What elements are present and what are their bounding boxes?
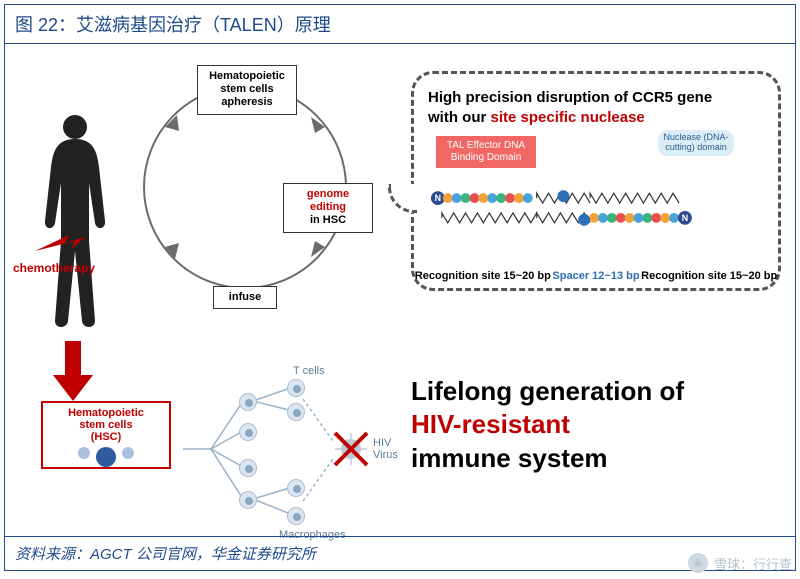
recognition-left: Recognition site 15~20 bp xyxy=(415,270,551,282)
chemo-label: chemotherapy xyxy=(13,261,95,275)
cell-icon xyxy=(239,423,257,441)
cell-icon xyxy=(287,379,305,397)
tcells-label: T cells xyxy=(293,365,325,377)
process-cycle: Hematopoieticstem cellsapheresis genome … xyxy=(125,67,365,307)
chemo-arrow-icon xyxy=(35,231,85,262)
hsc-box: Hematopoietic stem cells (HSC) xyxy=(41,401,171,469)
watermark-text: 雪球：行行查 xyxy=(714,554,792,573)
cycle-node-right-red: genome editing xyxy=(307,188,349,213)
watermark-icon: ❀ xyxy=(688,553,708,573)
callout-title-l2b: site specific nuclease xyxy=(491,109,645,126)
human-silhouette-icon xyxy=(35,111,115,331)
recognition-right: Recognition site 15~20 bp xyxy=(641,270,777,282)
spacer-label: Spacer 12~13 bp xyxy=(552,270,639,282)
down-arrow-icon xyxy=(53,341,93,406)
diagram-canvas: chemotherapy Hematopoieticstem cellsaphe… xyxy=(5,41,795,536)
tal-effector-box: TAL Effector DNA Binding Domain xyxy=(436,136,536,168)
hsc-dot-icon xyxy=(122,447,134,459)
differentiation-tree: T cells Macrophages HIVVirus xyxy=(183,371,383,541)
msg-l1: Lifelong generation of xyxy=(411,376,684,406)
cell-icon xyxy=(287,479,305,497)
figure-source: 资料来源：AGCT 公司官网，华金证券研究所 xyxy=(5,536,795,570)
hsc-l1: Hematopoietic xyxy=(47,407,165,419)
cell-icon xyxy=(239,491,257,509)
dna-schematic: NN xyxy=(428,184,764,232)
figure-frame: 图 22：艾滋病基因治疗（TALEN）原理 chemotherapy xyxy=(4,4,796,571)
cell-icon xyxy=(239,459,257,477)
hsc-l3: (HSC) xyxy=(47,431,165,443)
cycle-node-genome-editing: genome editing in HSC xyxy=(283,183,373,233)
hsc-l2: stem cells xyxy=(47,419,165,431)
hsc-dots xyxy=(47,447,165,467)
callout-title-l1: High precision disruption of CCR5 gene xyxy=(428,89,712,106)
hsc-dot-icon xyxy=(78,447,90,459)
msg-l3: immune system xyxy=(411,443,608,473)
callout-title: High precision disruption of CCR5 gene w… xyxy=(428,88,764,127)
svg-text:N: N xyxy=(435,193,441,203)
cycle-node-apheresis: Hematopoieticstem cellsapheresis xyxy=(197,65,297,115)
hiv-blocked-icon xyxy=(333,431,369,467)
cell-icon xyxy=(287,403,305,421)
figure-title: 图 22：艾滋病基因治疗（TALEN）原理 xyxy=(5,5,795,44)
cycle-node-right-suffix: in HSC xyxy=(310,214,346,226)
svg-text:N: N xyxy=(682,213,688,223)
callout-title-l2a: with our xyxy=(428,109,491,126)
cycle-node-apheresis-text: Hematopoieticstem cellsapheresis xyxy=(209,70,285,108)
cell-icon xyxy=(287,507,305,525)
msg-l2: HIV-resistant xyxy=(411,409,570,439)
cell-icon xyxy=(239,393,257,411)
watermark: ❀ 雪球：行行查 xyxy=(688,553,792,573)
recognition-labels: Recognition site 15~20 bp Spacer 12~13 b… xyxy=(414,270,778,282)
detail-callout: High precision disruption of CCR5 gene w… xyxy=(411,71,781,291)
cycle-node-infuse: infuse xyxy=(213,286,277,309)
hsc-dot-large-icon xyxy=(96,447,116,467)
main-message: Lifelong generation of HIV-resistant imm… xyxy=(411,375,771,476)
nuclease-box: Nuclease (DNA-cutting) domain xyxy=(658,130,734,156)
hiv-label: HIVVirus xyxy=(373,437,398,461)
